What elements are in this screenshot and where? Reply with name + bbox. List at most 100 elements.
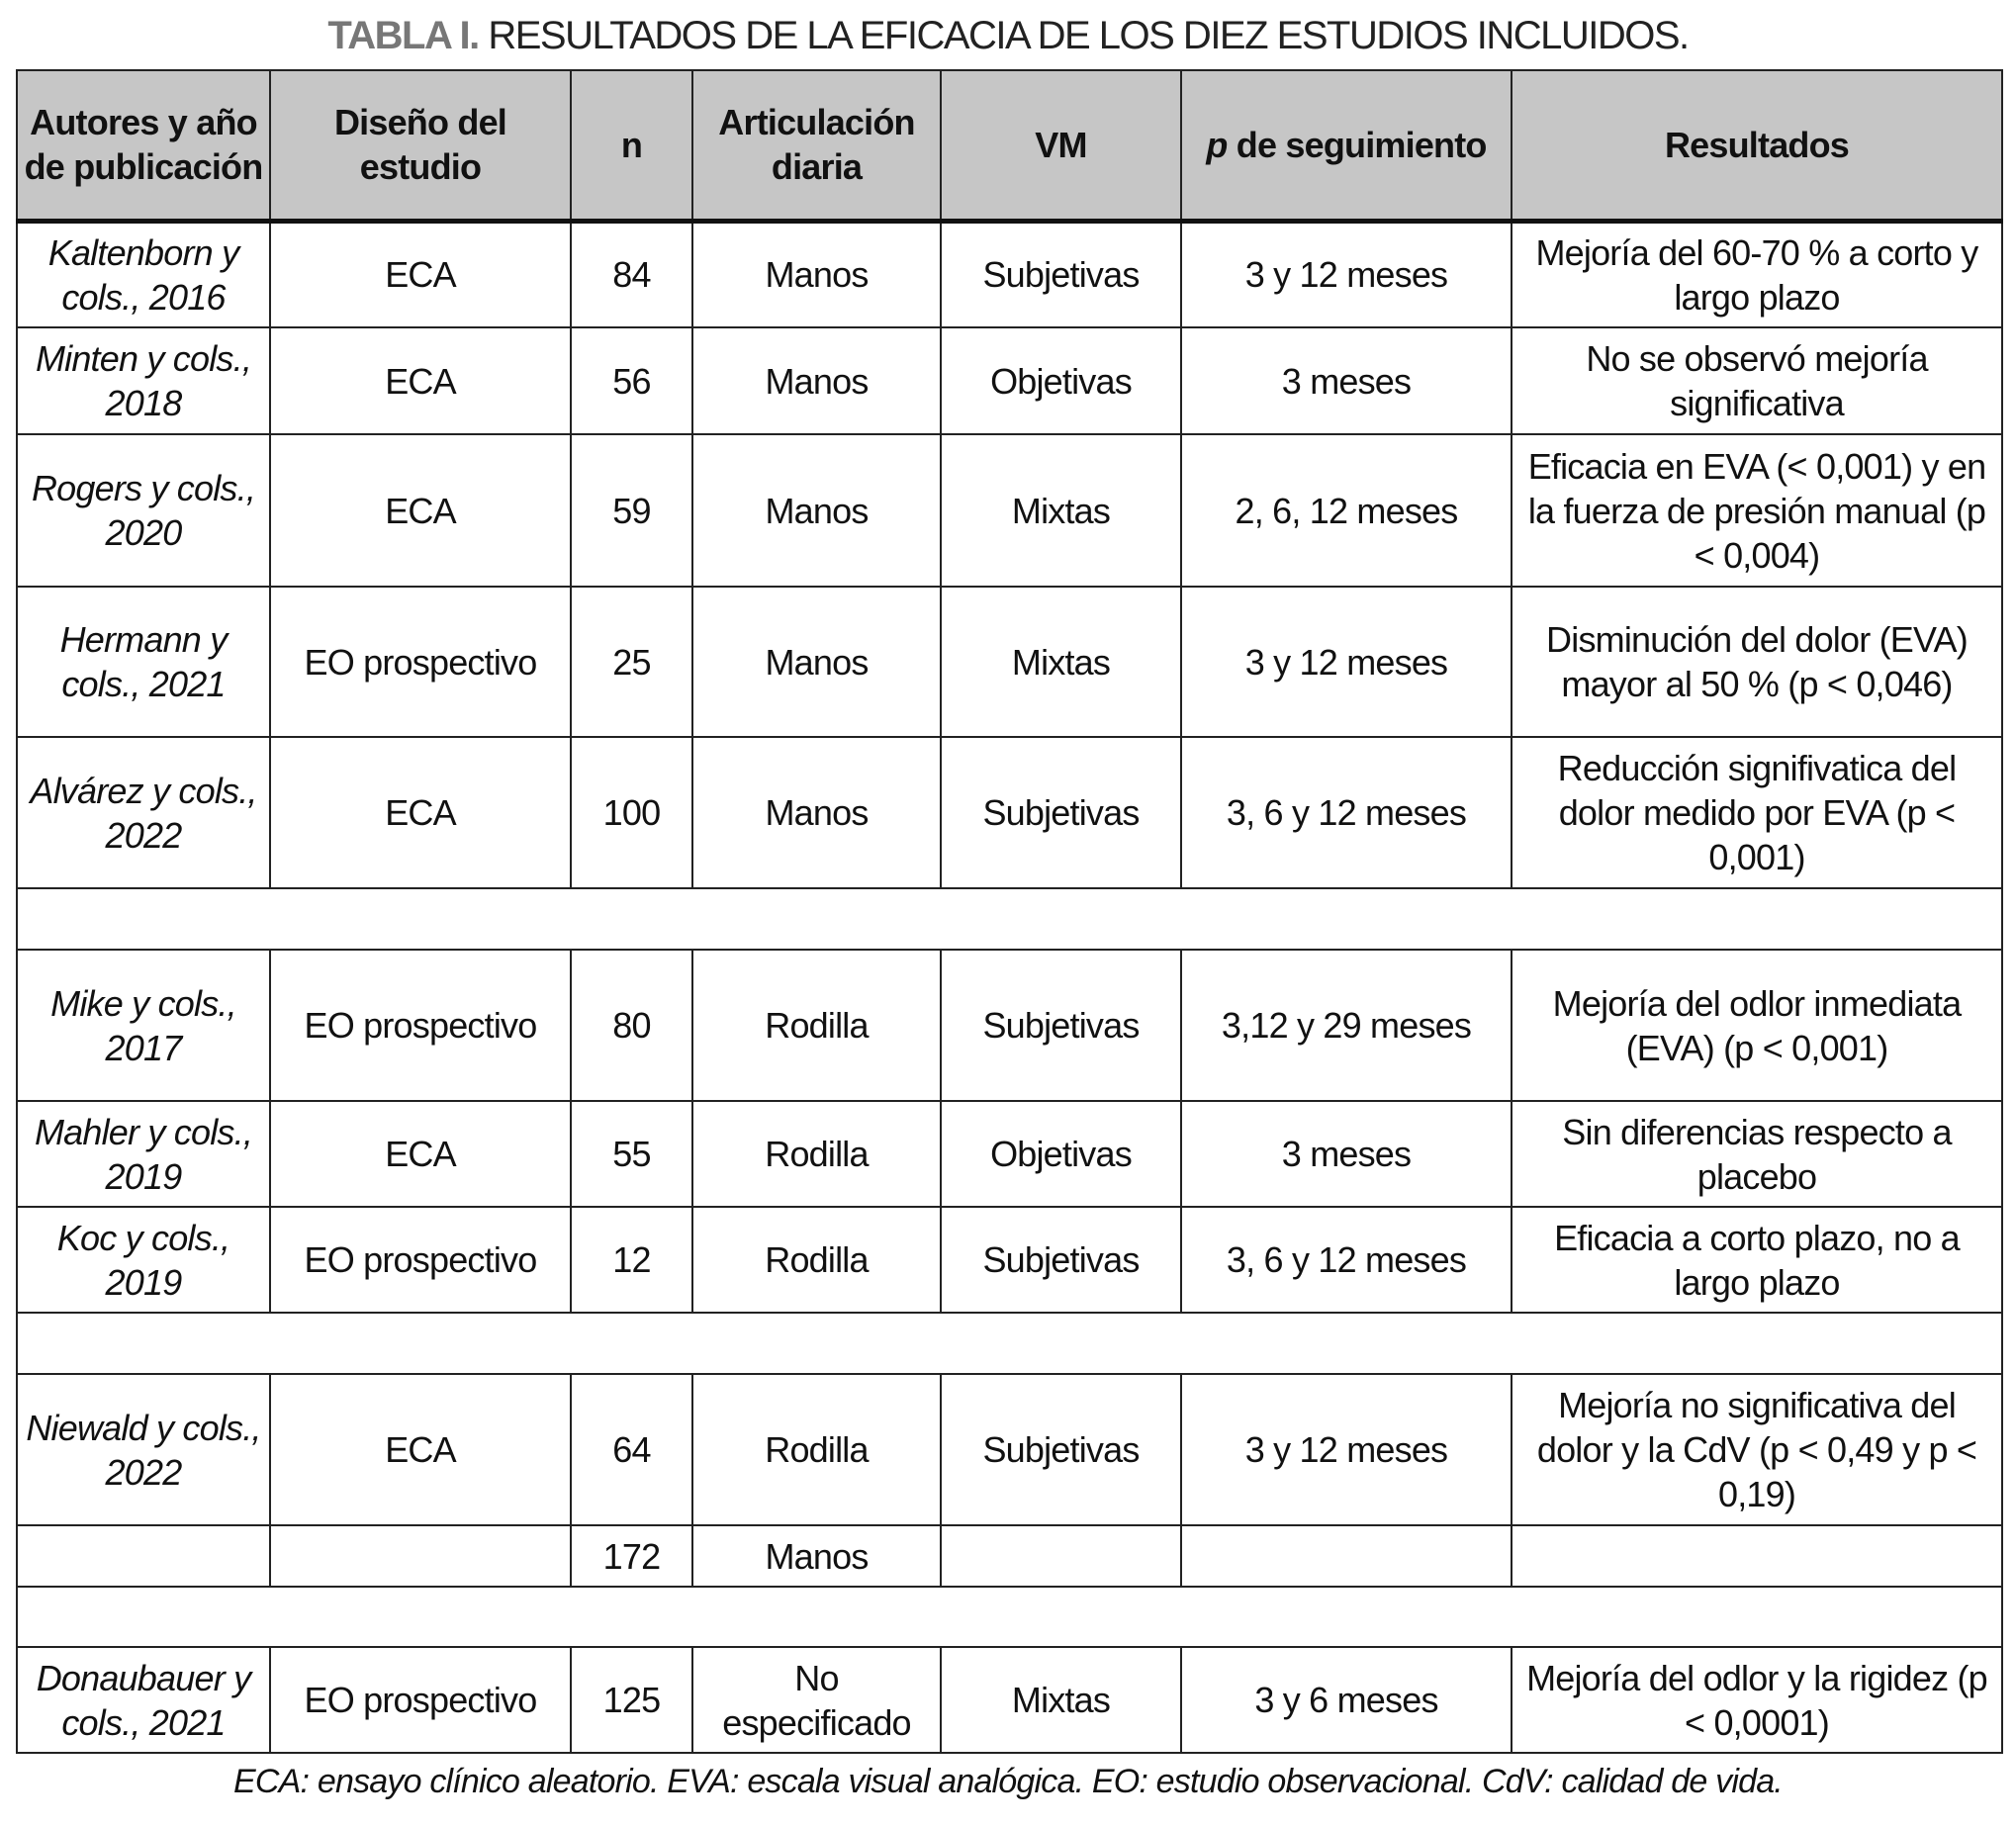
cell-authors: Rogers y cols., 2020 bbox=[16, 433, 271, 588]
cell-joint: Manos bbox=[691, 326, 942, 435]
cell-followup: 3 y 12 meses bbox=[1180, 586, 1512, 738]
cell-vm: Subjetivas bbox=[940, 1206, 1182, 1314]
spacer-row bbox=[16, 887, 2003, 951]
cell-joint: Manos bbox=[691, 433, 942, 588]
cell-joint: Manos bbox=[691, 1524, 942, 1588]
cell-authors: Mike y cols., 2017 bbox=[16, 949, 271, 1102]
cell-n: 12 bbox=[570, 1206, 693, 1314]
spacer-row bbox=[16, 1312, 2003, 1375]
cell-design: EO prospectivo bbox=[269, 1646, 572, 1754]
spacer-row bbox=[16, 1586, 2003, 1648]
cell-followup: 3 meses bbox=[1180, 326, 1512, 435]
cell-joint: Manos bbox=[691, 736, 942, 889]
cell-followup: 3 y 6 meses bbox=[1180, 1646, 1512, 1754]
cell-results: Mejoría del odlor inmediata (EVA) (p < 0… bbox=[1511, 949, 2003, 1102]
header-followup: p de seguimiento bbox=[1180, 69, 1512, 224]
cell-joint: No especificado bbox=[691, 1646, 942, 1754]
cell-n: 100 bbox=[570, 736, 693, 889]
table-row: Hermann y cols., 2021 EO prospectivo 25 Man… bbox=[16, 586, 2003, 738]
cell-authors: Niewald y cols., 2022 bbox=[16, 1373, 271, 1526]
cell-design: ECA bbox=[269, 433, 572, 588]
table-row: Mahler y cols., 2019 ECA 55 Rodilla Objetiva… bbox=[16, 1100, 2003, 1208]
table-title: TABLA I. RESULTADOS DE LA EFICACIA DE LO… bbox=[0, 14, 2016, 58]
cell-vm: Subjetivas bbox=[940, 949, 1182, 1102]
cell-n: 80 bbox=[570, 949, 693, 1102]
cell-authors: Hermann y cols., 2021 bbox=[16, 586, 271, 738]
cell-n: 59 bbox=[570, 433, 693, 588]
cell-results: No se observó mejoría significativa bbox=[1511, 326, 2003, 435]
cell-followup: 3, 6 y 12 meses bbox=[1180, 1206, 1512, 1314]
cell-joint: Rodilla bbox=[691, 1373, 942, 1526]
cell-design: ECA bbox=[269, 1100, 572, 1208]
cell-followup: 3,12 y 29 meses bbox=[1180, 949, 1512, 1102]
cell-vm: Objetivas bbox=[940, 326, 1182, 435]
cell-vm: Mixtas bbox=[940, 1646, 1182, 1754]
cell-authors: Alvárez y cols., 2022 bbox=[16, 736, 271, 889]
spacer-cell bbox=[16, 1586, 2003, 1648]
cell-vm: Mixtas bbox=[940, 586, 1182, 738]
header-authors: Autores y año de publicación bbox=[16, 69, 271, 224]
cell-n: 125 bbox=[570, 1646, 693, 1754]
cell-authors: Kaltenborn y cols., 2016 bbox=[16, 220, 271, 328]
cell-vm: Mixtas bbox=[940, 433, 1182, 588]
table-row: Koc y cols., 2019 EO prospectivo 12 Rodilla… bbox=[16, 1206, 2003, 1314]
cell-vm: Objetivas bbox=[940, 1100, 1182, 1208]
followup-label: de seguimiento bbox=[1236, 124, 1488, 165]
cell-followup: 3 y 12 meses bbox=[1180, 1373, 1512, 1526]
table-caption: RESULTADOS DE LA EFICACIA DE LOS DIEZ ES… bbox=[488, 14, 1690, 57]
cell-joint: Rodilla bbox=[691, 1206, 942, 1314]
cell-results: Mejoría del odlor y la rigidez (p < 0,00… bbox=[1511, 1646, 2003, 1754]
cell-results: Eficacia en EVA (< 0,001) y en la fuerza… bbox=[1511, 433, 2003, 588]
table-row: Kaltenborn y cols., 2016 ECA 84 Manos Subjet… bbox=[16, 220, 2003, 328]
table-row: 172 Manos bbox=[16, 1524, 2003, 1588]
cell-design: ECA bbox=[269, 1373, 572, 1526]
cell-vm bbox=[940, 1524, 1182, 1588]
cell-followup: 2, 6, 12 meses bbox=[1180, 433, 1512, 588]
cell-authors: Mahler y cols., 2019 bbox=[16, 1100, 271, 1208]
p-symbol: p bbox=[1206, 124, 1228, 165]
cell-results: Disminución del dolor (EVA) mayor al 50 … bbox=[1511, 586, 2003, 738]
cell-design: ECA bbox=[269, 736, 572, 889]
table-row: Alvárez y cols., 2022 ECA 100 Manos Subjetiv… bbox=[16, 736, 2003, 889]
header-results: Resultados bbox=[1511, 69, 2003, 224]
cell-joint: Manos bbox=[691, 220, 942, 328]
header-vm: VM bbox=[940, 69, 1182, 224]
cell-n: 84 bbox=[570, 220, 693, 328]
cell-results: Mejoría no significativa del dolor y la … bbox=[1511, 1373, 2003, 1526]
cell-results: Eficacia a corto plazo, no a largo plazo bbox=[1511, 1206, 2003, 1314]
cell-followup bbox=[1180, 1524, 1512, 1588]
cell-vm: Subjetivas bbox=[940, 1373, 1182, 1526]
cell-authors: Donaubauer y cols., 2021 bbox=[16, 1646, 271, 1754]
cell-authors: Minten y cols., 2018 bbox=[16, 326, 271, 435]
header-row: Autores y año de publicación Diseño del … bbox=[16, 69, 2003, 224]
cell-n: 55 bbox=[570, 1100, 693, 1208]
cell-n: 56 bbox=[570, 326, 693, 435]
cell-followup: 3 meses bbox=[1180, 1100, 1512, 1208]
cell-authors: Koc y cols., 2019 bbox=[16, 1206, 271, 1314]
cell-authors bbox=[16, 1524, 271, 1588]
header-joint: Articulación diaria bbox=[691, 69, 942, 224]
table-row: Donaubauer y cols., 2021 EO prospectivo 12… bbox=[16, 1646, 2003, 1754]
cell-vm: Subjetivas bbox=[940, 736, 1182, 889]
cell-design bbox=[269, 1524, 572, 1588]
cell-design: EO prospectivo bbox=[269, 949, 572, 1102]
results-table: Autores y año de publicación Diseño del … bbox=[16, 69, 2003, 1754]
cell-results: Reducción signifivatica del dolor medido… bbox=[1511, 736, 2003, 889]
cell-followup: 3, 6 y 12 meses bbox=[1180, 736, 1512, 889]
cell-followup: 3 y 12 meses bbox=[1180, 220, 1512, 328]
cell-n: 64 bbox=[570, 1373, 693, 1526]
cell-joint: Rodilla bbox=[691, 1100, 942, 1208]
cell-design: EO prospectivo bbox=[269, 1206, 572, 1314]
header-design: Diseño del estudio bbox=[269, 69, 572, 224]
cell-results: Sin diferencias respecto a placebo bbox=[1511, 1100, 2003, 1208]
spacer-cell bbox=[16, 887, 2003, 951]
cell-design: ECA bbox=[269, 326, 572, 435]
cell-n: 172 bbox=[570, 1524, 693, 1588]
footnote: ECA: ensayo clínico aleatorio. EVA: esca… bbox=[233, 1763, 1784, 1800]
cell-design: EO prospectivo bbox=[269, 586, 572, 738]
cell-joint: Manos bbox=[691, 586, 942, 738]
cell-vm: Subjetivas bbox=[940, 220, 1182, 328]
table-row: Mike y cols., 2017 EO prospectivo 80 Rodill… bbox=[16, 949, 2003, 1102]
table-label: TABLA I. bbox=[327, 14, 480, 57]
cell-joint: Rodilla bbox=[691, 949, 942, 1102]
